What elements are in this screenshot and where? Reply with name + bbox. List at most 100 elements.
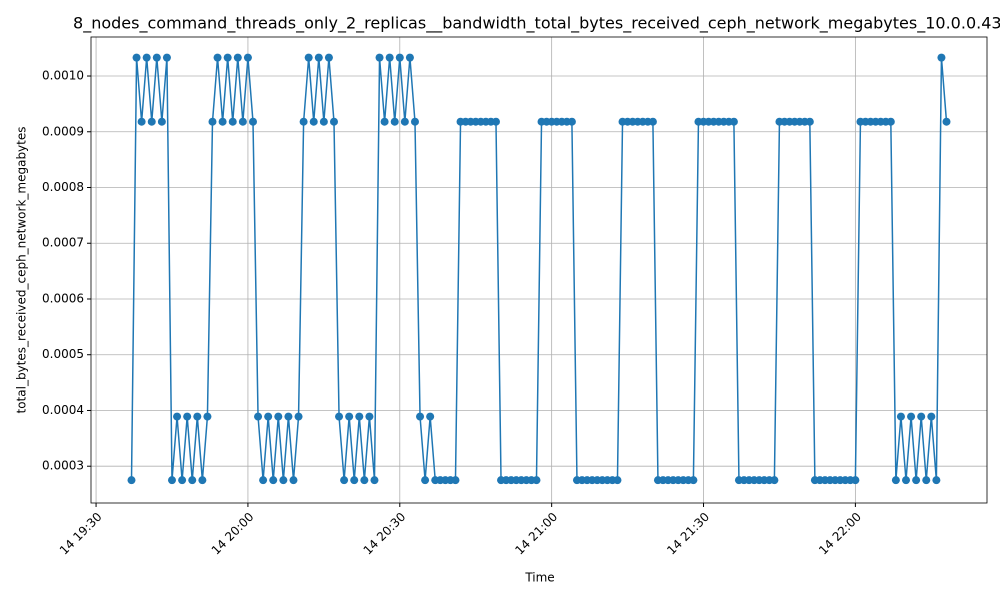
data-point — [254, 412, 263, 421]
data-point — [390, 117, 399, 126]
data-point — [183, 412, 192, 421]
data-point — [193, 412, 202, 421]
y-tick-label: 0.0003 — [42, 459, 84, 473]
data-point — [937, 53, 946, 62]
data-point — [395, 53, 404, 62]
data-point — [886, 117, 895, 126]
data-point — [152, 53, 161, 62]
data-point — [426, 412, 435, 421]
data-point — [770, 476, 779, 485]
data-point — [248, 117, 257, 126]
data-point — [922, 476, 931, 485]
data-point — [370, 476, 379, 485]
data-point — [294, 412, 303, 421]
y-tick-label: 0.0010 — [42, 69, 84, 83]
data-point — [567, 117, 576, 126]
data-point — [365, 412, 374, 421]
data-point — [228, 117, 237, 126]
data-point — [360, 476, 369, 485]
data-point — [264, 412, 273, 421]
data-point — [233, 53, 242, 62]
data-point — [942, 117, 951, 126]
data-point — [319, 117, 328, 126]
data-point — [223, 53, 232, 62]
data-point — [304, 53, 313, 62]
data-point — [896, 412, 905, 421]
data-point — [142, 53, 151, 62]
data-point — [173, 412, 182, 421]
data-point — [208, 117, 217, 126]
data-point — [380, 117, 389, 126]
data-point — [345, 412, 354, 421]
data-point — [648, 117, 657, 126]
y-tick-label: 0.0004 — [42, 403, 84, 417]
data-point — [613, 476, 622, 485]
data-point — [335, 412, 344, 421]
data-point — [213, 53, 222, 62]
data-point — [178, 476, 187, 485]
data-point — [157, 117, 166, 126]
data-point — [329, 117, 338, 126]
data-point — [927, 412, 936, 421]
x-tick-label: 14 21:30 — [664, 510, 712, 558]
data-point — [132, 53, 141, 62]
data-point — [907, 412, 916, 421]
x-tick-label: 14 22:00 — [816, 510, 864, 558]
data-point — [912, 476, 921, 485]
data-point — [127, 476, 136, 485]
x-tick-label: 14 20:30 — [361, 510, 409, 558]
data-point — [932, 476, 941, 485]
data-point — [375, 53, 384, 62]
data-point — [299, 117, 308, 126]
data-point — [162, 53, 171, 62]
data-point — [137, 117, 146, 126]
data-point — [729, 117, 738, 126]
x-tick-label: 14 19:30 — [57, 510, 105, 558]
data-point — [689, 476, 698, 485]
data-point — [891, 476, 900, 485]
y-tick-label: 0.0008 — [42, 180, 84, 194]
x-tick-label: 14 21:00 — [512, 510, 560, 558]
data-point — [340, 476, 349, 485]
data-point — [289, 476, 298, 485]
data-point — [279, 476, 288, 485]
data-point — [451, 476, 460, 485]
data-point — [917, 412, 926, 421]
data-point — [259, 476, 268, 485]
data-point — [269, 476, 278, 485]
data-point — [902, 476, 911, 485]
data-point — [309, 117, 318, 126]
data-point — [385, 53, 394, 62]
y-tick-label: 0.0005 — [42, 347, 84, 361]
data-point — [218, 117, 227, 126]
data-point — [198, 476, 207, 485]
data-point — [532, 476, 541, 485]
data-point — [851, 476, 860, 485]
x-tick-label: 14 20:00 — [209, 510, 257, 558]
y-tick-label: 0.0006 — [42, 291, 84, 305]
data-point — [805, 117, 814, 126]
data-point — [284, 412, 293, 421]
data-point — [188, 476, 197, 485]
data-point — [416, 412, 425, 421]
y-tick-label: 0.0009 — [42, 124, 84, 138]
data-point — [274, 412, 283, 421]
plot-frame — [90, 36, 988, 504]
data-line — [130, 57, 948, 481]
y-axis-label: total_bytes_received_ceph_network_megaby… — [15, 126, 29, 413]
data-point — [410, 117, 419, 126]
data-point — [167, 476, 176, 485]
x-axis-label: Time — [524, 571, 554, 585]
data-point — [405, 53, 414, 62]
data-point — [243, 53, 252, 62]
data-point — [421, 476, 430, 485]
data-point — [491, 117, 500, 126]
data-point — [238, 117, 247, 126]
data-point — [324, 53, 333, 62]
y-tick-label: 0.0007 — [42, 236, 84, 250]
data-point — [355, 412, 364, 421]
data-point — [350, 476, 359, 485]
data-point — [314, 53, 323, 62]
data-point — [147, 117, 156, 126]
